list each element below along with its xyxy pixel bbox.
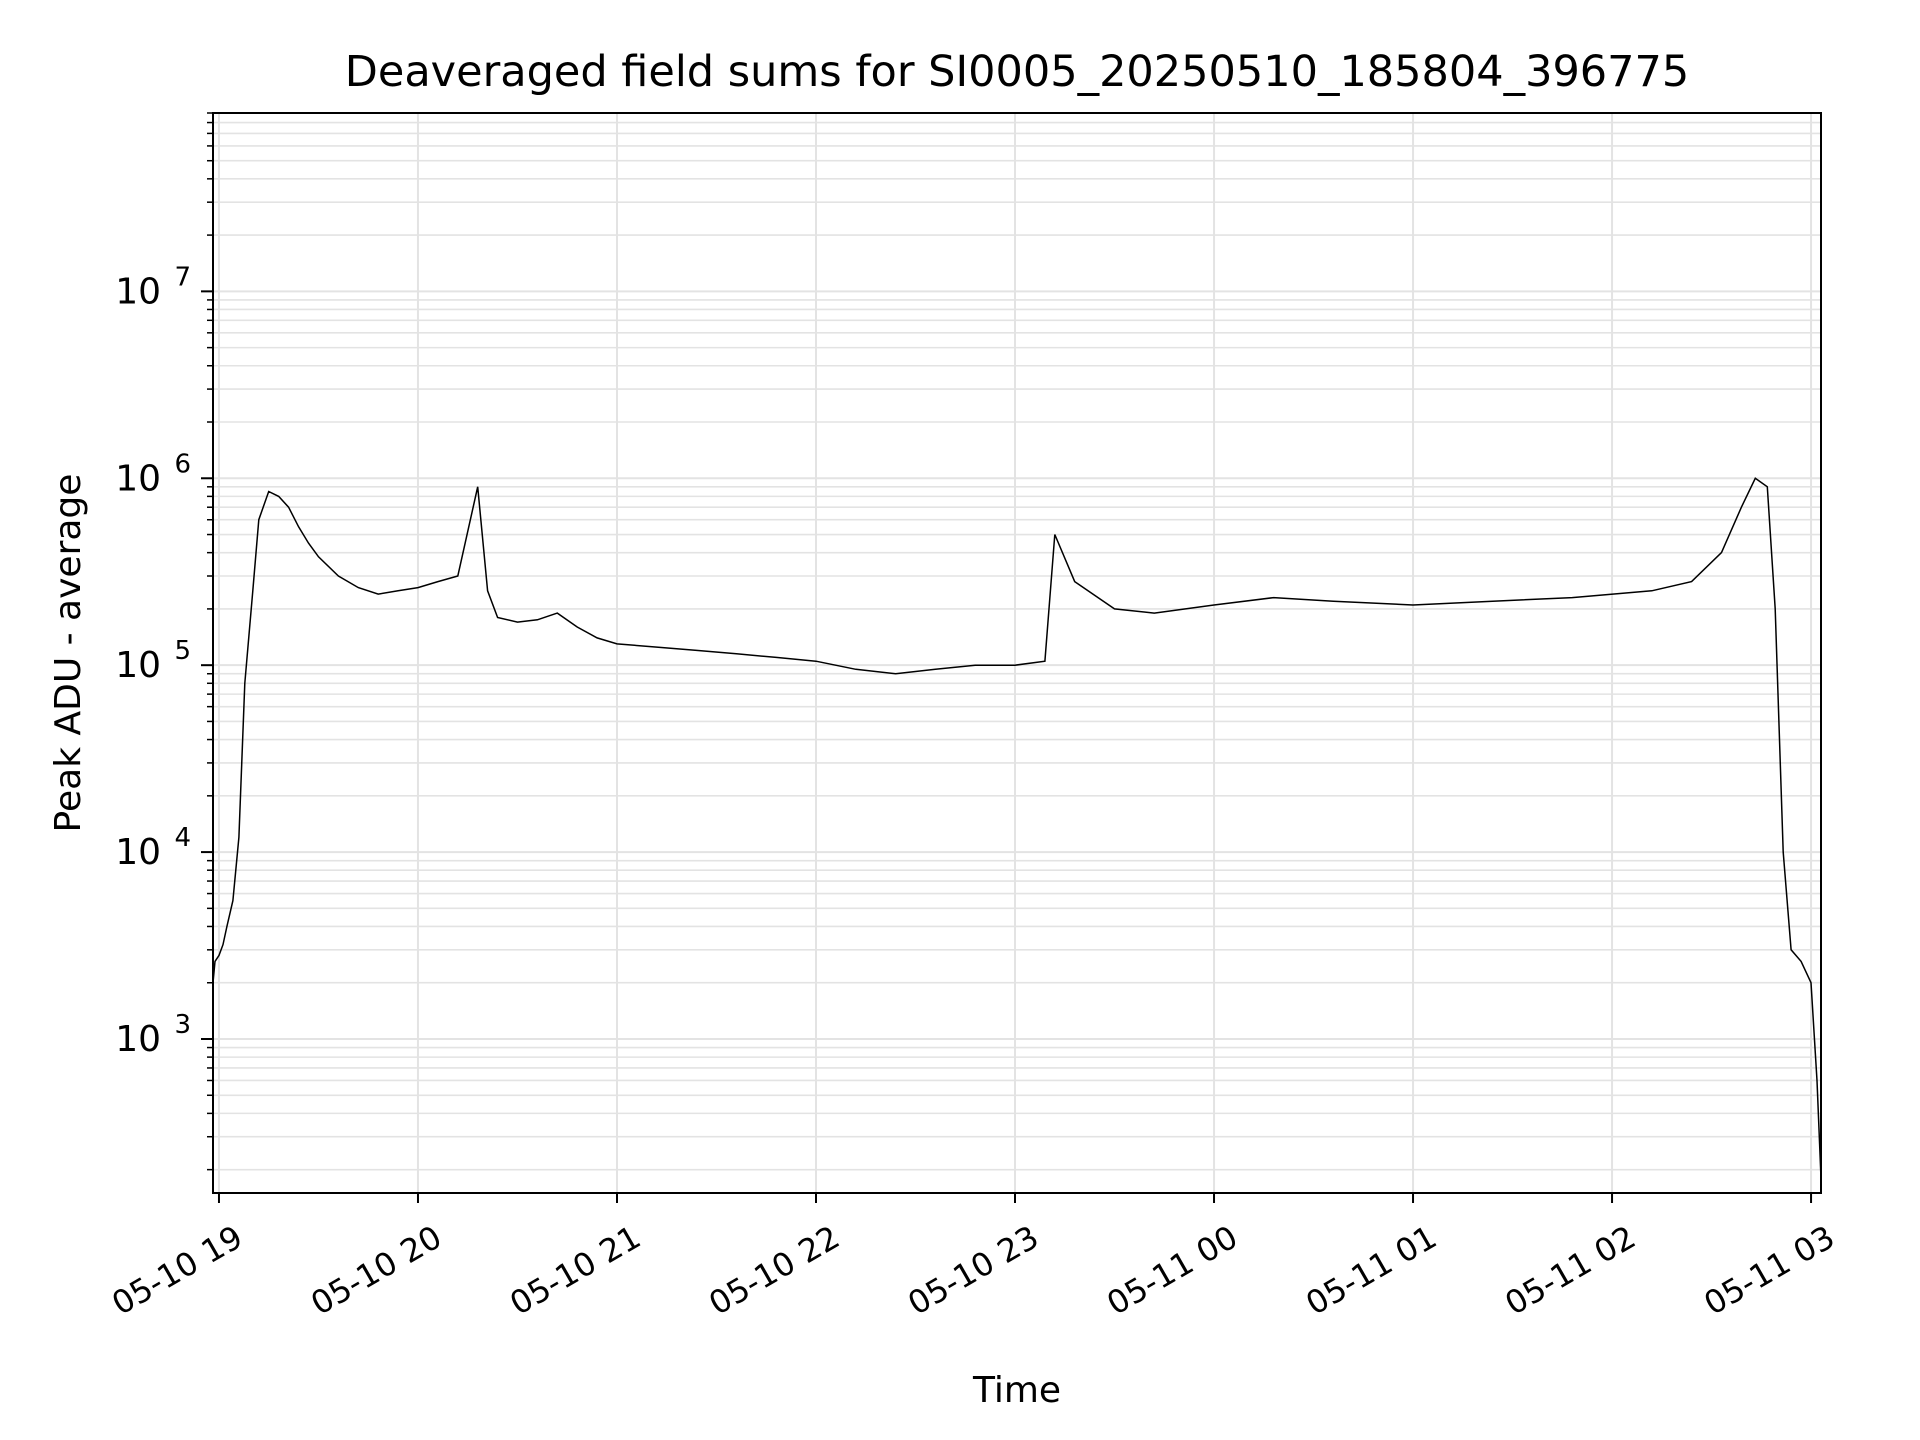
x-axis-label: Time bbox=[972, 1370, 1061, 1411]
y-tick-label: 10 bbox=[115, 458, 161, 499]
y-tick-exponent: 5 bbox=[174, 636, 191, 666]
y-tick-label: 10 bbox=[115, 271, 161, 312]
y-tick-label: 10 bbox=[115, 645, 161, 686]
series-line bbox=[212, 477, 1822, 1179]
y-tick-label: 10 bbox=[115, 1019, 161, 1060]
chart-title: Deaveraged field sums for SI0005_2025051… bbox=[345, 47, 1690, 97]
y-tick-exponent: 3 bbox=[174, 1010, 191, 1040]
y-tick-label: 10 bbox=[115, 832, 161, 873]
y-tick-exponent: 6 bbox=[174, 449, 191, 479]
y-axis: 10 3 10 4 10 5 10 6 10 7 bbox=[115, 112, 213, 1171]
y-tick-exponent: 4 bbox=[174, 823, 191, 853]
y-axis-label: Peak ADU - average bbox=[48, 474, 89, 833]
grid bbox=[213, 112, 1821, 1193]
plot-frame bbox=[212, 112, 1822, 1194]
y-tick-exponent: 7 bbox=[174, 262, 191, 292]
series-0-line bbox=[212, 477, 1822, 1179]
